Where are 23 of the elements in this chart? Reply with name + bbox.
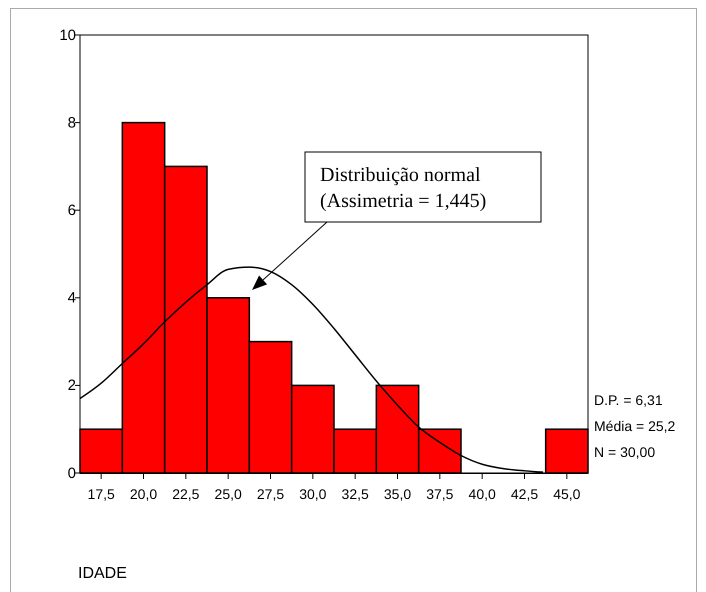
y-tick-label: 0 [68, 464, 76, 482]
x-tick-label: 22,5 [172, 486, 200, 502]
y-tick-label: 10 [59, 26, 76, 44]
x-tick-label: 42,5 [510, 486, 538, 502]
y-tick-label: 2 [68, 377, 76, 394]
text: Média = 25,2 [594, 418, 676, 434]
x-tick-label: 35,0 [384, 486, 412, 502]
annotation: Distribuição normal (Assimetria = 1,445) [320, 164, 486, 212]
x-tick-label: 37,5 [426, 486, 454, 502]
text: N = 30,00 [594, 444, 656, 460]
x-tick-label: 32,5 [342, 486, 370, 502]
x-axis-title: IDADE [78, 565, 127, 582]
x-tick-label: 40,0 [468, 486, 496, 502]
y-tick-label: 8 [68, 114, 76, 132]
text: D.P. = 6,31 [594, 392, 663, 408]
y-tick-label: 6 [68, 202, 76, 219]
x-tick-label: 27,5 [256, 486, 284, 502]
x-tick-label: 17,5 [88, 486, 116, 502]
x-tick-label: 45,0 [553, 486, 581, 502]
x-tick-label: 20,0 [130, 486, 158, 502]
x-tick-label: 30,0 [299, 486, 327, 502]
x-tick-label: 25,0 [214, 486, 242, 502]
y-tick-label: 4 [68, 290, 76, 307]
